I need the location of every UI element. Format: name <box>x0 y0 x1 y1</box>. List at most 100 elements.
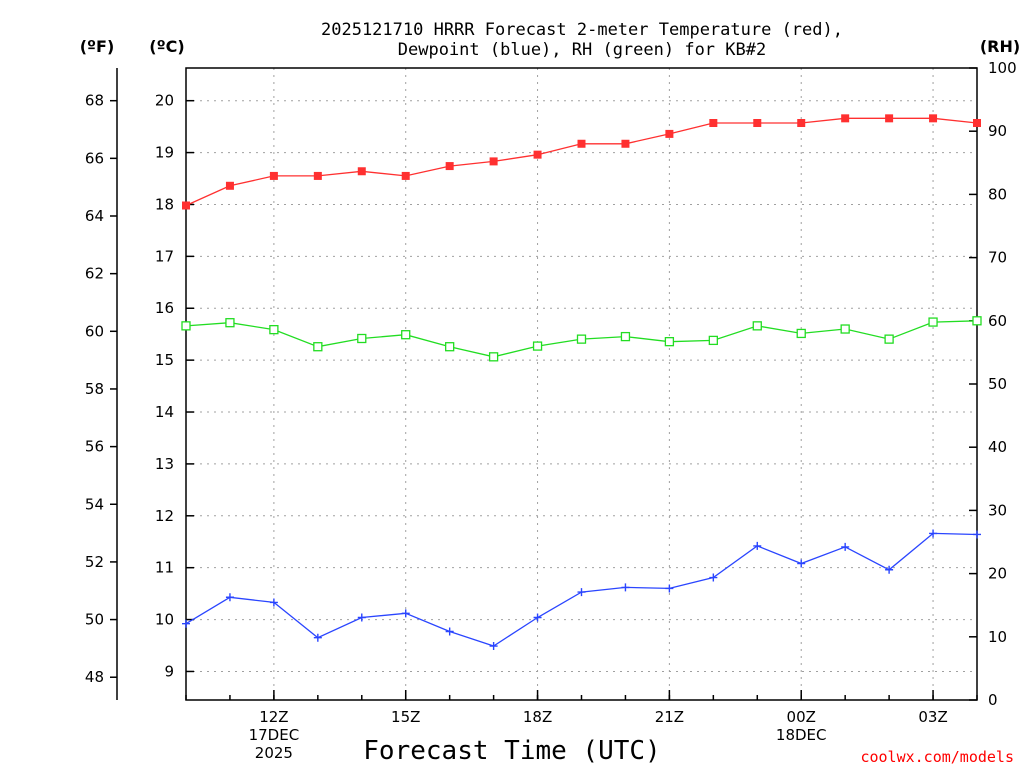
fahrenheit-tick-label: 58 <box>85 380 104 398</box>
dewpoint-point <box>621 583 630 592</box>
fahrenheit-tick-label: 48 <box>85 668 104 686</box>
rh-tick-label: 20 <box>988 565 1007 583</box>
rh-point <box>445 342 455 352</box>
dewpoint-point <box>973 530 981 539</box>
chart-title-line-2: Dewpoint (blue), RH (green) for KB#2 <box>398 40 766 60</box>
celsius-tick-label: 9 <box>164 662 174 680</box>
rh-tick-label: 60 <box>988 312 1007 330</box>
dewpoint-point <box>489 642 498 651</box>
fahrenheit-tick-label: 52 <box>85 553 104 571</box>
temperature-line <box>185 117 978 207</box>
x-tick-label: 12Z <box>259 708 288 726</box>
temperature-point <box>841 114 850 123</box>
celsius-tick-label: 16 <box>155 299 174 317</box>
temperature-point <box>489 157 498 166</box>
celsius-tick-label: 19 <box>155 144 174 162</box>
celsius-axis-label: (ºC) <box>149 37 184 56</box>
dewpoint-point <box>841 542 850 551</box>
celsius-tick-label: 20 <box>155 92 174 110</box>
fahrenheit-tick-label: 56 <box>85 438 104 456</box>
fahrenheit-tick-label: 54 <box>85 495 104 513</box>
dewpoint-point <box>182 619 190 628</box>
dewpoint-point <box>709 573 718 582</box>
temperature-point <box>577 139 586 148</box>
data-series <box>181 114 982 651</box>
rh-tick-label: 70 <box>988 249 1007 267</box>
rh-tick-label: 50 <box>988 375 1007 393</box>
temperature-point <box>709 119 718 128</box>
temperature-point <box>313 171 322 180</box>
dewpoint-point <box>533 613 542 622</box>
temperature-point <box>269 171 278 180</box>
rh-point <box>488 352 499 362</box>
temperature-point <box>665 129 674 138</box>
rh-tick-label: 10 <box>988 628 1007 646</box>
x-tick-label: 18Z <box>523 708 552 726</box>
temperature-point <box>753 119 762 128</box>
celsius-tick-label: 17 <box>155 247 174 265</box>
chart-title-line-1: 2025121710 HRRR Forecast 2-meter Tempera… <box>321 20 843 40</box>
x-tick-label: 15Z <box>391 708 420 726</box>
rh-tick-label: 30 <box>988 501 1007 519</box>
celsius-tick-label: 11 <box>155 559 174 577</box>
rh-point <box>796 328 806 339</box>
dewpoint-point <box>797 559 806 568</box>
rh-point <box>972 316 982 326</box>
rh-axis-label: (RH) <box>980 37 1020 56</box>
fahrenheit-tick-label: 68 <box>85 92 104 110</box>
temperature-point <box>885 114 894 123</box>
dewpoint-point <box>357 613 366 622</box>
dewpoint-point <box>577 588 586 597</box>
rh-point <box>269 324 279 335</box>
tick-labels: 9 10 11 12 13 14 15 16 17 18 19 20 48 50 52 54 56 58 60 62 6… <box>85 59 1017 762</box>
rh-point <box>313 342 323 352</box>
dewpoint-point <box>885 565 894 574</box>
fahrenheit-tick-label: 62 <box>85 265 104 283</box>
axes <box>110 67 978 701</box>
celsius-tick-label: 18 <box>155 195 174 213</box>
temperature-point <box>973 119 981 128</box>
rh-point <box>620 331 631 342</box>
temperature-point <box>797 119 806 128</box>
rh-point <box>928 317 938 327</box>
dewpoint-point <box>753 541 762 550</box>
rh-tick-label: 90 <box>988 122 1007 140</box>
temperature-point <box>401 171 410 180</box>
dewpoint-point <box>225 593 234 602</box>
rh-point <box>225 318 235 328</box>
fahrenheit-tick-label: 60 <box>85 322 104 340</box>
x-tick-label: 21Z <box>655 708 684 726</box>
x-tick-label: 2025 <box>255 744 293 762</box>
x-tick-label: 03Z <box>918 708 947 726</box>
fahrenheit-tick-label: 66 <box>85 149 104 167</box>
temperature-point <box>225 181 234 190</box>
rh-point <box>181 321 191 331</box>
dewpoint-point <box>665 584 674 593</box>
dewpoint-point <box>313 633 322 642</box>
x-axis-title: Forecast Time (UTC) <box>363 736 660 766</box>
rh-tick-label: 100 <box>988 59 1017 77</box>
rh-point <box>752 321 762 331</box>
celsius-tick-label: 14 <box>155 403 174 421</box>
x-tick-label: 17DEC <box>249 726 300 744</box>
fahrenheit-axis-label: (ºF) <box>80 37 115 56</box>
rh-tick-label: 0 <box>988 691 998 709</box>
credit-link[interactable]: coolwx.com/models <box>860 748 1014 766</box>
fahrenheit-tick-label: 64 <box>85 207 104 225</box>
fahrenheit-tick-label: 50 <box>85 611 104 629</box>
rh-point <box>884 334 894 344</box>
x-tick-label: 18DEC <box>776 726 827 744</box>
celsius-tick-label: 10 <box>155 611 174 629</box>
rh-point <box>840 324 850 334</box>
temperature-point <box>445 162 454 171</box>
rh-point <box>664 337 675 347</box>
rh-point <box>532 341 543 351</box>
dewpoint-point <box>929 529 938 538</box>
x-tick-label: 00Z <box>787 708 816 726</box>
temperature-point <box>929 114 938 123</box>
rh-point <box>357 333 367 344</box>
temperature-point <box>621 139 630 148</box>
temperature-point <box>182 201 190 210</box>
dewpoint-point <box>269 598 278 607</box>
